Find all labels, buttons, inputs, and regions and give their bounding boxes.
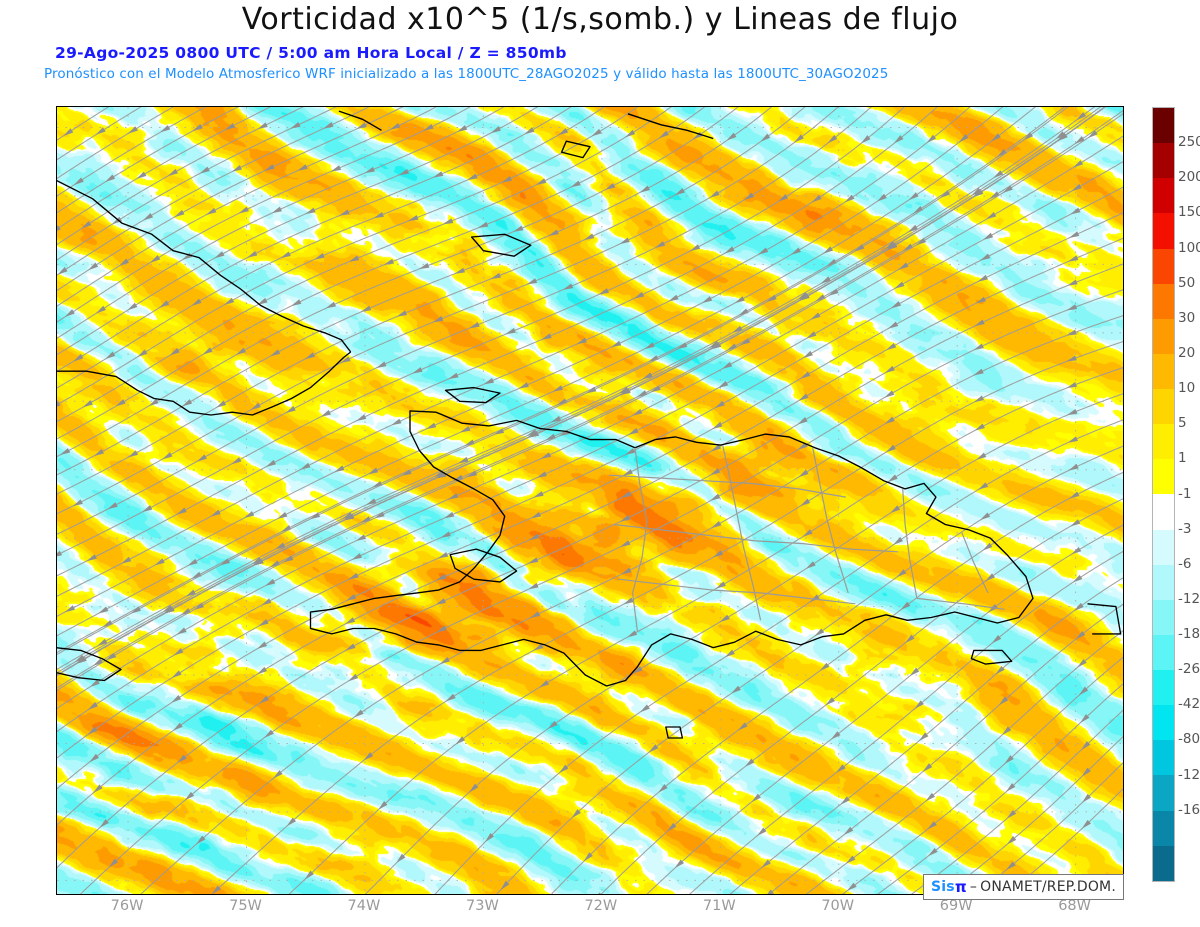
colorbar-band [1153, 670, 1174, 706]
colorbar-tick-label: -160 [1178, 801, 1200, 818]
colorbar-tick-label: 5 [1178, 415, 1187, 432]
internal-borders [608, 444, 1005, 632]
colorbar-band [1153, 108, 1174, 144]
colorbar-band [1153, 459, 1174, 495]
colorbar-band [1153, 318, 1174, 354]
colorbar-tick-label: -12 [1178, 590, 1200, 607]
colorbar-tick-label: 250 [1178, 134, 1200, 151]
x-tick-label: 70W [821, 898, 855, 914]
colorbar-band [1153, 424, 1174, 460]
colorbar-tick-label: 1 [1178, 450, 1187, 467]
map-plot-area[interactable] [56, 106, 1124, 895]
subtitle-valid-time: 29-Ago-2025 0800 UTC / 5:00 am Hora Loca… [55, 44, 567, 62]
coastlines [57, 110, 1122, 739]
streamlines [57, 107, 1123, 894]
colorbar-band [1153, 810, 1174, 846]
colorbar-band [1153, 283, 1174, 319]
colorbar-band [1153, 178, 1174, 214]
x-tick-label: 69W [939, 898, 973, 914]
map-overlay [57, 107, 1123, 894]
colorbar-tick-label: 10 [1178, 380, 1196, 397]
colorbar-tick-label: -42 [1178, 696, 1200, 713]
colorbar-band [1153, 248, 1174, 284]
colorbar-band [1153, 389, 1174, 425]
colorbar [1152, 107, 1175, 882]
colorbar-tick-label: -120 [1178, 766, 1200, 783]
colorbar-band [1153, 143, 1174, 179]
attribution-box: Sis π – ONAMET/REP.DOM. [923, 874, 1124, 900]
x-tick-label: 68W [1058, 898, 1092, 914]
colorbar-band [1153, 213, 1174, 249]
x-tick-label: 72W [584, 898, 618, 914]
colorbar-tick-label: 150 [1178, 204, 1200, 221]
graticule [57, 107, 1123, 894]
colorbar-tick-label: -80 [1178, 731, 1200, 748]
x-tick-label: 76W [110, 898, 144, 914]
subtitle-model-info: Pronóstico con el Modelo Atmosferico WRF… [44, 66, 889, 82]
x-tick-label: 75W [229, 898, 262, 914]
attribution-separator: – [969, 879, 978, 895]
brand-prefix: Sis [931, 879, 955, 895]
colorbar-band [1153, 353, 1174, 389]
attribution-agency: ONAMET/REP.DOM. [980, 879, 1116, 895]
x-tick-label: 73W [465, 898, 499, 914]
colorbar-tick-label: -1 [1178, 485, 1192, 502]
colorbar-band [1153, 740, 1174, 776]
colorbar-band [1153, 564, 1174, 600]
x-tick-label: 74W [347, 898, 381, 914]
colorbar-tick-label: 200 [1178, 169, 1200, 186]
colorbar-band [1153, 634, 1174, 670]
colorbar-tick-label: -3 [1178, 520, 1192, 537]
colorbar-band [1153, 705, 1174, 741]
x-tick-label: 71W [702, 898, 736, 914]
colorbar-band [1153, 529, 1174, 565]
colorbar-tick-label: 50 [1178, 274, 1196, 291]
colorbar-tick-label: 30 [1178, 309, 1196, 326]
pi-icon: π [954, 878, 967, 896]
colorbar-band [1153, 494, 1174, 530]
colorbar-tick-label: -18 [1178, 626, 1200, 643]
colorbar-tick-label: 20 [1178, 344, 1196, 361]
colorbar-tick-label: -6 [1178, 555, 1192, 572]
colorbar-band [1153, 599, 1174, 635]
colorbar-tick-label: 100 [1178, 239, 1200, 256]
colorbar-tick-label: -26 [1178, 661, 1200, 678]
colorbar-band [1153, 845, 1174, 881]
colorbar-band [1153, 775, 1174, 811]
page-title: Vorticidad x10^5 (1/s,somb.) y Lineas de… [241, 2, 959, 37]
